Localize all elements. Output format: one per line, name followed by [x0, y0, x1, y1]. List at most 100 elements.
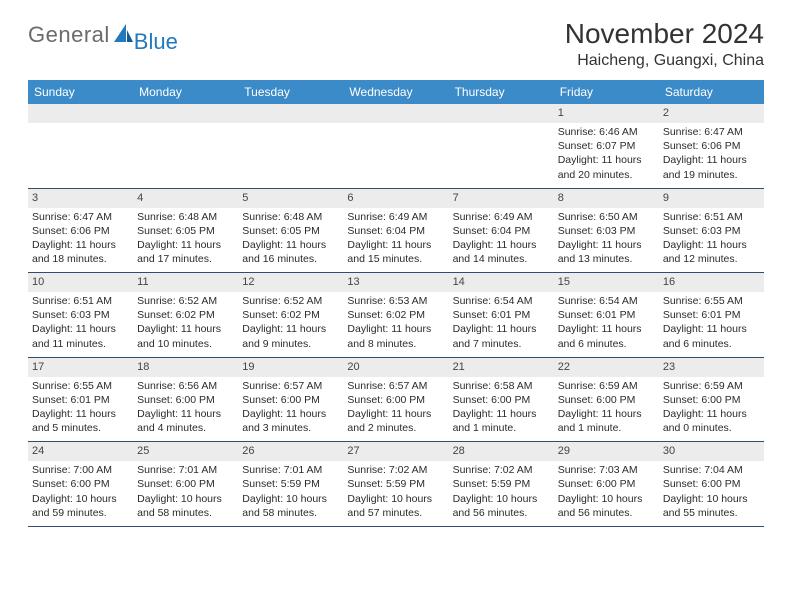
- day-number: 29: [554, 442, 659, 461]
- day-detail-line: Sunset: 5:59 PM: [453, 477, 550, 491]
- day-detail-line: Daylight: 10 hours: [453, 492, 550, 506]
- day-detail-line: Sunset: 6:00 PM: [558, 477, 655, 491]
- calendar-page: General Blue November 2024 Haicheng, Gua…: [0, 0, 792, 545]
- day-number: 24: [28, 442, 133, 461]
- day-detail-line: Sunset: 6:03 PM: [663, 224, 760, 238]
- day-cell: 26Sunrise: 7:01 AMSunset: 5:59 PMDayligh…: [238, 442, 343, 526]
- day-detail-line: Sunrise: 6:52 AM: [137, 294, 234, 308]
- month-title: November 2024: [565, 18, 764, 50]
- calendar-grid: Sunday Monday Tuesday Wednesday Thursday…: [28, 80, 764, 527]
- day-detail-line: Sunrise: 6:56 AM: [137, 379, 234, 393]
- week-row: .....1Sunrise: 6:46 AMSunset: 6:07 PMDay…: [28, 104, 764, 189]
- day-number: 7: [449, 189, 554, 208]
- day-detail-line: Daylight: 11 hours: [242, 322, 339, 336]
- day-detail-line: Sunrise: 6:47 AM: [663, 125, 760, 139]
- title-block: November 2024 Haicheng, Guangxi, China: [565, 18, 764, 70]
- weekday-header: Sunday: [28, 80, 133, 104]
- day-cell: 13Sunrise: 6:53 AMSunset: 6:02 PMDayligh…: [343, 273, 448, 357]
- brand-text-gray: General: [28, 22, 110, 48]
- day-detail-line: and 57 minutes.: [347, 506, 444, 520]
- day-number: 19: [238, 358, 343, 377]
- day-cell: 30Sunrise: 7:04 AMSunset: 6:00 PMDayligh…: [659, 442, 764, 526]
- day-number: 2: [659, 104, 764, 123]
- day-number: 18: [133, 358, 238, 377]
- day-number: 13: [343, 273, 448, 292]
- day-detail-line: Sunrise: 6:59 AM: [663, 379, 760, 393]
- day-detail-line: Daylight: 10 hours: [558, 492, 655, 506]
- day-detail-line: Daylight: 10 hours: [32, 492, 129, 506]
- day-cell: 19Sunrise: 6:57 AMSunset: 6:00 PMDayligh…: [238, 358, 343, 442]
- day-detail-line: and 1 minute.: [453, 421, 550, 435]
- day-detail-line: Daylight: 10 hours: [663, 492, 760, 506]
- day-detail-line: Daylight: 11 hours: [137, 407, 234, 421]
- day-detail-line: Sunset: 6:00 PM: [137, 477, 234, 491]
- day-detail-line: Sunset: 6:00 PM: [242, 393, 339, 407]
- day-detail-line: Sunrise: 7:01 AM: [137, 463, 234, 477]
- day-number: 28: [449, 442, 554, 461]
- day-detail-line: Sunrise: 7:02 AM: [347, 463, 444, 477]
- day-detail-line: and 58 minutes.: [242, 506, 339, 520]
- day-number: 27: [343, 442, 448, 461]
- day-detail-line: Sunrise: 7:00 AM: [32, 463, 129, 477]
- day-cell: .: [449, 104, 554, 188]
- day-detail-line: Sunrise: 6:53 AM: [347, 294, 444, 308]
- day-cell: .: [133, 104, 238, 188]
- day-detail-line: Daylight: 11 hours: [453, 238, 550, 252]
- day-cell: 1Sunrise: 6:46 AMSunset: 6:07 PMDaylight…: [554, 104, 659, 188]
- day-detail-line: Sunrise: 6:48 AM: [137, 210, 234, 224]
- day-number: 8: [554, 189, 659, 208]
- day-detail-line: and 13 minutes.: [558, 252, 655, 266]
- week-row: 17Sunrise: 6:55 AMSunset: 6:01 PMDayligh…: [28, 358, 764, 443]
- day-number: 12: [238, 273, 343, 292]
- day-cell: 14Sunrise: 6:54 AMSunset: 6:01 PMDayligh…: [449, 273, 554, 357]
- day-detail-line: and 17 minutes.: [137, 252, 234, 266]
- day-detail-line: Daylight: 11 hours: [347, 407, 444, 421]
- day-detail-line: and 56 minutes.: [453, 506, 550, 520]
- day-cell: 11Sunrise: 6:52 AMSunset: 6:02 PMDayligh…: [133, 273, 238, 357]
- day-detail-line: Daylight: 11 hours: [137, 322, 234, 336]
- day-detail-line: Sunrise: 6:52 AM: [242, 294, 339, 308]
- day-detail-line: and 18 minutes.: [32, 252, 129, 266]
- day-number: .: [133, 104, 238, 123]
- day-detail-line: and 6 minutes.: [663, 337, 760, 351]
- day-detail-line: and 10 minutes.: [137, 337, 234, 351]
- day-detail-line: Daylight: 11 hours: [32, 407, 129, 421]
- day-detail-line: Sunset: 6:00 PM: [663, 393, 760, 407]
- day-number: 4: [133, 189, 238, 208]
- day-cell: .: [28, 104, 133, 188]
- day-cell: 2Sunrise: 6:47 AMSunset: 6:06 PMDaylight…: [659, 104, 764, 188]
- day-detail-line: Sunset: 6:02 PM: [137, 308, 234, 322]
- day-number: 10: [28, 273, 133, 292]
- brand-logo: General Blue: [28, 18, 178, 51]
- day-cell: .: [343, 104, 448, 188]
- day-detail-line: Sunset: 6:03 PM: [558, 224, 655, 238]
- day-detail-line: Daylight: 11 hours: [32, 238, 129, 252]
- day-detail-line: Sunrise: 7:04 AM: [663, 463, 760, 477]
- weekday-header: Tuesday: [238, 80, 343, 104]
- day-detail-line: Sunset: 6:05 PM: [137, 224, 234, 238]
- day-cell: 10Sunrise: 6:51 AMSunset: 6:03 PMDayligh…: [28, 273, 133, 357]
- day-detail-line: Sunrise: 6:50 AM: [558, 210, 655, 224]
- day-detail-line: and 12 minutes.: [663, 252, 760, 266]
- day-detail-line: Sunset: 6:00 PM: [453, 393, 550, 407]
- day-number: .: [449, 104, 554, 123]
- day-detail-line: Sunset: 6:00 PM: [137, 393, 234, 407]
- day-number: 23: [659, 358, 764, 377]
- day-number: 17: [28, 358, 133, 377]
- day-detail-line: Sunrise: 6:54 AM: [453, 294, 550, 308]
- day-detail-line: Daylight: 11 hours: [663, 407, 760, 421]
- day-detail-line: Daylight: 11 hours: [558, 238, 655, 252]
- day-detail-line: and 11 minutes.: [32, 337, 129, 351]
- day-cell: 16Sunrise: 6:55 AMSunset: 6:01 PMDayligh…: [659, 273, 764, 357]
- day-detail-line: and 19 minutes.: [663, 168, 760, 182]
- day-cell: 27Sunrise: 7:02 AMSunset: 5:59 PMDayligh…: [343, 442, 448, 526]
- day-detail-line: and 55 minutes.: [663, 506, 760, 520]
- day-detail-line: and 0 minutes.: [663, 421, 760, 435]
- day-cell: 7Sunrise: 6:49 AMSunset: 6:04 PMDaylight…: [449, 189, 554, 273]
- day-detail-line: and 5 minutes.: [32, 421, 129, 435]
- day-detail-line: Daylight: 11 hours: [453, 322, 550, 336]
- day-detail-line: and 15 minutes.: [347, 252, 444, 266]
- day-cell: 23 Sunrise: 6:59 AMSunset: 6:00 PMDayligh…: [659, 358, 764, 442]
- brand-text-blue: Blue: [134, 29, 178, 55]
- day-detail-line: Sunrise: 6:59 AM: [558, 379, 655, 393]
